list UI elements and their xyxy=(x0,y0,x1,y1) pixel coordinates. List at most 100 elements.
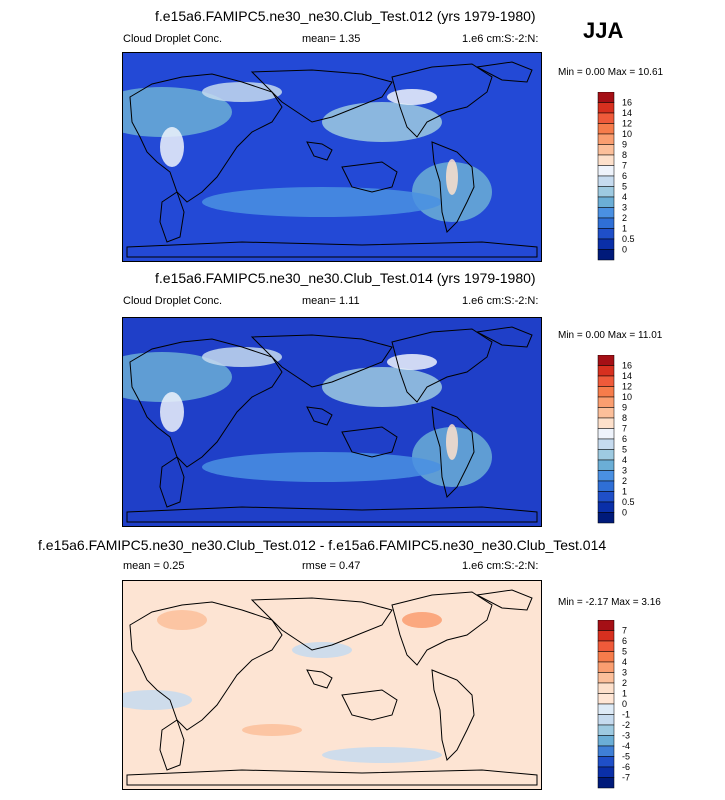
colorbar-tick-label: -4 xyxy=(622,741,630,751)
colorbar-tick-label: 6 xyxy=(622,636,627,646)
colorbar-swatch xyxy=(597,355,615,366)
colorbar-swatch xyxy=(597,777,615,789)
coastline xyxy=(159,719,185,771)
coastline xyxy=(306,141,333,161)
colorbar-swatch xyxy=(597,92,615,103)
colorbar-swatch xyxy=(597,661,615,673)
colorbar-swatch xyxy=(597,693,615,705)
colorbar-swatch xyxy=(597,703,615,715)
colorbar-tick-label: 4 xyxy=(622,657,627,667)
colorbar-swatch xyxy=(597,112,615,124)
colorbar-swatch xyxy=(597,735,615,747)
colorbar-swatch xyxy=(597,620,615,631)
colorbar-tick-label: 9 xyxy=(622,140,627,150)
coastline xyxy=(341,426,398,458)
colorbar-swatch xyxy=(597,459,615,471)
map-frame xyxy=(122,317,542,527)
colorbar-swatch xyxy=(597,165,615,177)
colorbar-swatch xyxy=(597,186,615,198)
colorbar-tick-label: -5 xyxy=(622,752,630,762)
colorbar-swatch xyxy=(597,491,615,503)
field-contour xyxy=(202,187,442,217)
colorbar-tick-label: 12 xyxy=(622,382,632,392)
colorbar-tick-label: 2 xyxy=(622,678,627,688)
colorbar-swatch xyxy=(597,449,615,461)
field-contour xyxy=(160,392,184,432)
colorbar-tick-label: -6 xyxy=(622,762,630,772)
field-contour xyxy=(202,347,282,367)
field-contour xyxy=(322,102,442,142)
colorbar-swatch xyxy=(597,144,615,156)
field-contour xyxy=(242,724,302,736)
coastline xyxy=(250,334,393,388)
colorbar-swatch xyxy=(597,102,615,114)
colorbar-swatch xyxy=(597,672,615,684)
colorbar-swatch xyxy=(597,512,615,524)
panel-2-map xyxy=(122,317,542,527)
field-contour xyxy=(160,127,184,167)
colorbar-swatch xyxy=(597,428,615,440)
coastline xyxy=(159,456,185,508)
colorbar-tick-label: 6 xyxy=(622,171,627,181)
colorbar-swatch xyxy=(597,196,615,208)
colorbar-tick-label: 0 xyxy=(622,699,627,709)
colorbar-swatch xyxy=(597,207,615,219)
coastline xyxy=(391,63,493,138)
panel-3-rmse: rmse = 0.47 xyxy=(302,560,361,572)
colorbar-tick-label: 3 xyxy=(622,668,627,678)
colorbar-tick-label: 0 xyxy=(622,508,627,518)
map-frame xyxy=(122,52,542,262)
field-contour xyxy=(446,424,458,460)
colorbar-swatch xyxy=(597,640,615,652)
panel-1-title: f.e15a6.FAMIPC5.ne30_ne30.Club_Test.012 … xyxy=(155,8,536,24)
colorbar-tick-label: 5 xyxy=(622,647,627,657)
field-contour xyxy=(446,159,458,195)
coastline xyxy=(391,591,493,666)
panel-2-minmax: Min = 0.00 Max = 11.01 xyxy=(558,330,663,341)
colorbar-swatch xyxy=(597,365,615,377)
coastline xyxy=(129,338,283,468)
colorbar-tick-label: -1 xyxy=(622,710,630,720)
colorbar-tick-label: 4 xyxy=(622,455,627,465)
colorbar-tick-label: -7 xyxy=(622,773,630,783)
coastline xyxy=(250,69,393,123)
coastline xyxy=(475,61,533,83)
panel-1-variable: Cloud Droplet Conc. xyxy=(123,33,223,45)
coastline xyxy=(306,406,333,426)
panel-1-mean: mean= 1.35 xyxy=(302,33,361,45)
colorbar-swatch xyxy=(597,480,615,492)
colorbar-tick-label: 7 xyxy=(622,626,627,636)
coastline xyxy=(129,601,283,731)
panel-3-minmax: Min = -2.17 Max = 3.16 xyxy=(558,597,661,608)
colorbar-tick-label: 1 xyxy=(622,487,627,497)
colorbar-swatch xyxy=(597,123,615,135)
colorbar-tick-label: 10 xyxy=(622,392,632,402)
colorbar-swatch xyxy=(597,501,615,513)
colorbar-tick-label: 8 xyxy=(622,150,627,160)
field-contour xyxy=(387,354,437,370)
coastline xyxy=(341,689,398,721)
colorbar-swatch xyxy=(597,756,615,768)
field-contour xyxy=(122,690,192,710)
coastline xyxy=(475,589,533,611)
colorbar-swatch xyxy=(597,714,615,726)
coastline xyxy=(341,161,398,193)
panel-3-title: f.e15a6.FAMIPC5.ne30_ne30.Club_Test.012 … xyxy=(38,537,607,553)
colorbar-tick-label: 0.5 xyxy=(622,497,635,507)
colorbar-swatch xyxy=(597,154,615,166)
panel-2-mean: mean= 1.11 xyxy=(302,295,360,307)
colorbar-tick-label: 0.5 xyxy=(622,234,635,244)
panel-2-title: f.e15a6.FAMIPC5.ne30_ne30.Club_Test.014 … xyxy=(155,270,536,286)
panel-3-mean: mean = 0.25 xyxy=(123,560,185,572)
colorbar-swatch xyxy=(597,228,615,240)
panel-2-variable: Cloud Droplet Conc. xyxy=(123,295,223,307)
coastline xyxy=(159,191,185,243)
colorbar-tick-label: 3 xyxy=(622,466,627,476)
colorbar-tick-label: 7 xyxy=(622,424,627,434)
field-contour xyxy=(202,82,282,102)
colorbar-tick-label: 14 xyxy=(622,371,632,381)
field-contour xyxy=(322,367,442,407)
